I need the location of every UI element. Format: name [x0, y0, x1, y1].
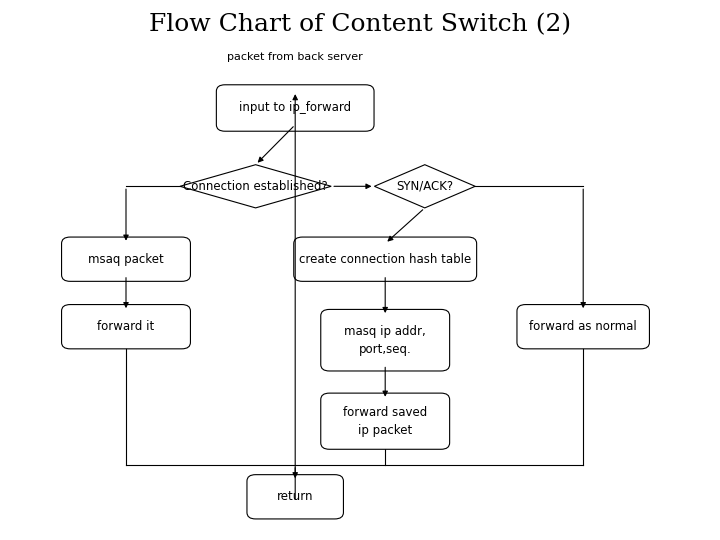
- FancyBboxPatch shape: [294, 237, 477, 281]
- Text: forward it: forward it: [97, 320, 155, 333]
- Text: packet from back server: packet from back server: [228, 52, 363, 62]
- FancyBboxPatch shape: [517, 305, 649, 349]
- Text: masq ip addr,
port,seq.: masq ip addr, port,seq.: [344, 325, 426, 356]
- Text: forward as normal: forward as normal: [529, 320, 637, 333]
- Text: msaq packet: msaq packet: [88, 253, 164, 266]
- FancyBboxPatch shape: [247, 475, 343, 519]
- Text: forward saved
ip packet: forward saved ip packet: [343, 406, 428, 437]
- Polygon shape: [374, 165, 475, 208]
- FancyBboxPatch shape: [321, 393, 449, 449]
- Text: create connection hash table: create connection hash table: [299, 253, 472, 266]
- Text: Flow Chart of Content Switch (2): Flow Chart of Content Switch (2): [149, 13, 571, 36]
- Text: input to ip_forward: input to ip_forward: [239, 102, 351, 114]
- Text: Connection established?: Connection established?: [183, 180, 328, 193]
- Polygon shape: [180, 165, 331, 208]
- FancyBboxPatch shape: [61, 237, 190, 281]
- FancyBboxPatch shape: [321, 309, 449, 371]
- FancyBboxPatch shape: [61, 305, 190, 349]
- FancyBboxPatch shape: [216, 85, 374, 131]
- Text: SYN/ACK?: SYN/ACK?: [396, 180, 454, 193]
- Text: return: return: [277, 490, 313, 503]
